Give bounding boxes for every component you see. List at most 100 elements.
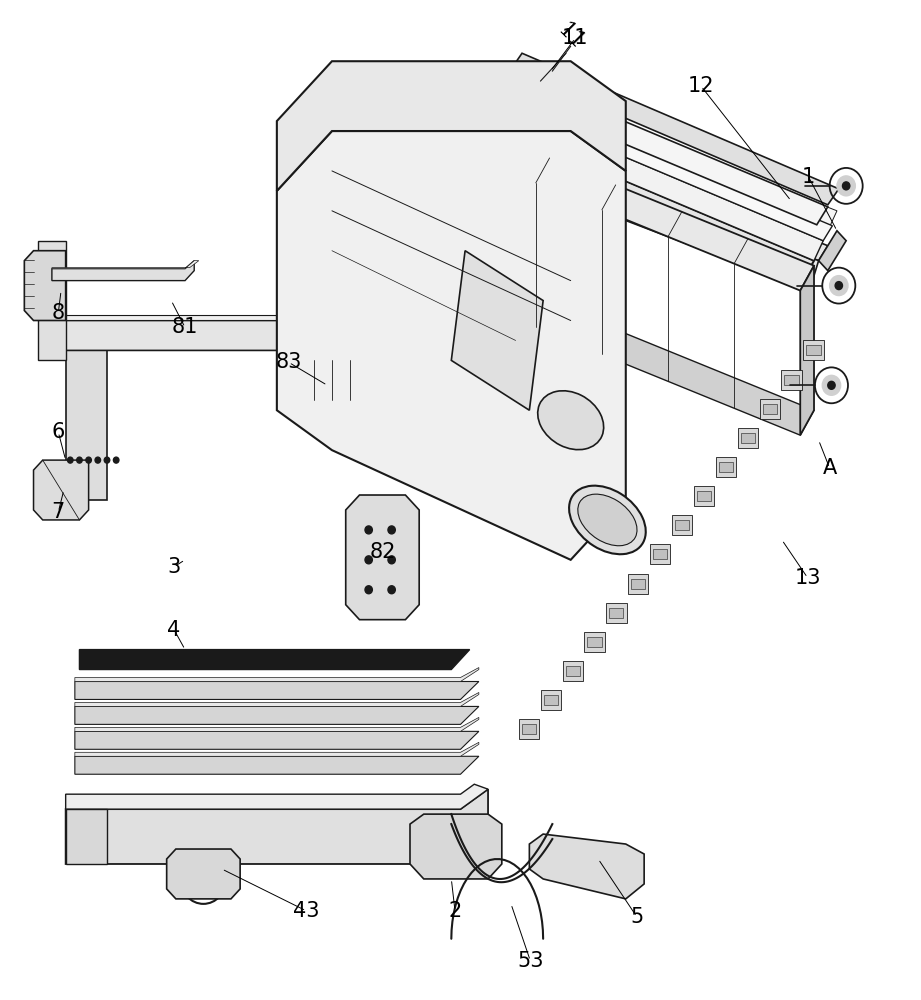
Polygon shape (606, 603, 626, 623)
Circle shape (365, 586, 372, 594)
Polygon shape (470, 276, 814, 435)
Polygon shape (24, 251, 65, 320)
Text: A: A (822, 458, 837, 478)
Text: 53: 53 (517, 951, 543, 971)
Polygon shape (653, 549, 667, 559)
Circle shape (835, 282, 843, 290)
Circle shape (365, 526, 372, 534)
Polygon shape (65, 809, 107, 864)
Polygon shape (631, 579, 646, 589)
Polygon shape (499, 73, 828, 225)
Polygon shape (585, 632, 604, 652)
Polygon shape (760, 399, 780, 419)
Text: 7: 7 (52, 502, 65, 522)
Polygon shape (345, 495, 419, 620)
Polygon shape (75, 742, 479, 756)
Polygon shape (75, 681, 479, 699)
Circle shape (822, 375, 841, 395)
Polygon shape (65, 789, 488, 864)
Text: 12: 12 (688, 76, 715, 96)
Text: 43: 43 (293, 901, 320, 921)
Circle shape (388, 556, 395, 564)
Polygon shape (451, 251, 543, 410)
Polygon shape (563, 661, 583, 681)
Text: 3: 3 (168, 557, 181, 577)
Circle shape (388, 586, 395, 594)
Ellipse shape (538, 391, 603, 450)
Polygon shape (565, 666, 579, 676)
Circle shape (95, 457, 100, 463)
Polygon shape (493, 86, 833, 241)
Polygon shape (763, 404, 776, 414)
Polygon shape (33, 460, 88, 520)
Polygon shape (588, 637, 601, 647)
Circle shape (199, 874, 208, 884)
Ellipse shape (569, 486, 646, 554)
Polygon shape (543, 695, 558, 705)
Polygon shape (718, 462, 733, 472)
Circle shape (388, 526, 395, 534)
Polygon shape (470, 121, 484, 316)
Polygon shape (694, 486, 714, 506)
Polygon shape (75, 756, 479, 774)
Polygon shape (277, 131, 625, 560)
Polygon shape (781, 370, 801, 390)
Polygon shape (65, 304, 424, 320)
Polygon shape (534, 265, 562, 317)
Polygon shape (740, 433, 755, 443)
Polygon shape (52, 261, 194, 281)
Text: 4: 4 (168, 620, 181, 640)
Polygon shape (296, 350, 368, 410)
Text: 5: 5 (630, 907, 644, 927)
Text: 83: 83 (275, 352, 302, 372)
Polygon shape (52, 261, 199, 269)
Polygon shape (75, 692, 479, 706)
Polygon shape (484, 101, 823, 261)
Polygon shape (562, 238, 589, 290)
Circle shape (76, 457, 82, 463)
Polygon shape (65, 784, 488, 809)
Polygon shape (650, 544, 670, 564)
Polygon shape (697, 491, 711, 501)
Polygon shape (470, 121, 814, 286)
Polygon shape (589, 211, 616, 263)
Polygon shape (75, 706, 479, 724)
Circle shape (843, 182, 850, 190)
Polygon shape (541, 690, 561, 710)
Polygon shape (519, 719, 539, 739)
Text: 13: 13 (794, 568, 821, 588)
Polygon shape (470, 131, 819, 291)
Polygon shape (410, 814, 502, 879)
Circle shape (113, 457, 119, 463)
Circle shape (67, 457, 73, 463)
Polygon shape (79, 650, 470, 670)
Polygon shape (65, 320, 107, 500)
Text: 1: 1 (802, 167, 815, 187)
Polygon shape (75, 668, 479, 681)
Text: 81: 81 (172, 317, 198, 337)
Ellipse shape (577, 494, 637, 546)
Text: 8: 8 (52, 303, 64, 323)
Text: 11: 11 (553, 19, 589, 54)
Polygon shape (738, 428, 758, 448)
Polygon shape (819, 231, 846, 271)
Polygon shape (65, 306, 414, 350)
Circle shape (365, 556, 372, 564)
Text: 11: 11 (562, 28, 589, 48)
Text: 6: 6 (52, 422, 65, 442)
Polygon shape (610, 608, 624, 618)
Polygon shape (75, 717, 479, 731)
Circle shape (86, 457, 91, 463)
Polygon shape (277, 61, 625, 191)
Polygon shape (511, 53, 839, 205)
Polygon shape (716, 457, 736, 477)
Text: 82: 82 (369, 542, 396, 562)
Polygon shape (628, 574, 648, 594)
Polygon shape (530, 834, 644, 899)
Polygon shape (803, 340, 823, 360)
Polygon shape (800, 266, 814, 435)
Polygon shape (38, 241, 65, 360)
Circle shape (104, 457, 110, 463)
Polygon shape (785, 375, 799, 385)
Polygon shape (507, 293, 534, 344)
